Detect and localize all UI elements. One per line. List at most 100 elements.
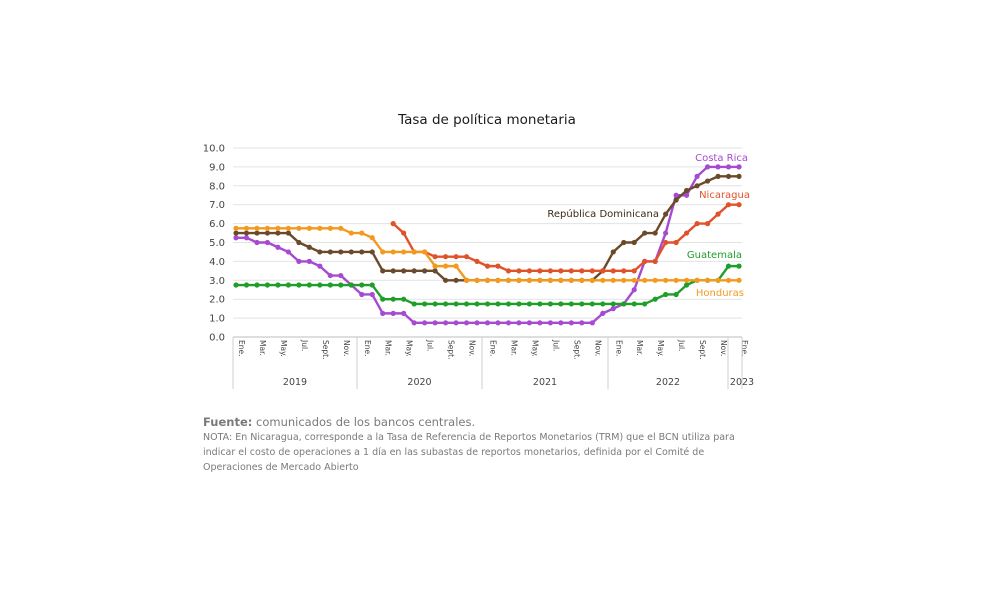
data-point — [233, 225, 239, 231]
chart-notes: Fuente: comunicados de los bancos centra… — [203, 414, 763, 475]
data-point — [589, 301, 595, 307]
data-point — [725, 202, 732, 208]
data-point — [453, 263, 459, 269]
data-point — [390, 268, 396, 274]
data-point — [474, 277, 480, 283]
data-point — [453, 320, 459, 326]
data-point — [254, 239, 260, 246]
data-point — [432, 263, 438, 269]
x-tick-label: Ene. — [363, 340, 372, 357]
data-point — [663, 239, 669, 246]
series-guatemala — [233, 263, 742, 307]
data-point — [369, 249, 375, 255]
data-point — [704, 178, 711, 184]
data-point — [264, 239, 271, 246]
data-point — [526, 320, 533, 326]
series-labels: Costa Rica República Dominicana Nicaragua G… — [547, 153, 750, 299]
data-point — [359, 249, 365, 255]
data-point — [411, 320, 417, 326]
data-point — [621, 277, 627, 283]
data-point — [642, 277, 648, 283]
data-point — [526, 301, 533, 307]
data-point — [516, 268, 522, 274]
data-point — [390, 310, 396, 316]
data-point — [600, 277, 606, 283]
data-point — [495, 320, 501, 326]
data-point — [558, 301, 564, 307]
data-point — [401, 310, 407, 316]
data-point — [233, 230, 239, 236]
x-tick-label: Sept. — [698, 340, 707, 359]
data-point — [663, 291, 669, 298]
data-point — [736, 173, 742, 179]
data-point — [390, 296, 396, 302]
x-tick-label: Jul. — [426, 339, 435, 351]
data-point — [589, 320, 595, 326]
data-point — [610, 306, 616, 312]
data-point — [484, 263, 491, 269]
data-point — [537, 301, 543, 307]
data-point — [725, 173, 732, 179]
data-point — [401, 296, 407, 302]
data-point — [359, 291, 365, 298]
data-point — [317, 249, 323, 255]
data-point — [568, 277, 574, 283]
y-tick-label: 0.0 — [209, 333, 225, 344]
data-point — [673, 239, 679, 246]
data-point — [725, 263, 732, 269]
data-point — [704, 277, 711, 283]
data-point — [600, 310, 606, 316]
data-point — [380, 268, 386, 274]
data-point — [401, 230, 407, 236]
x-tick-label: May. — [656, 340, 665, 357]
data-point — [463, 254, 470, 260]
data-point — [704, 164, 711, 170]
source-text: comunicados de los bancos centrales. — [252, 415, 476, 429]
series-honduras — [233, 225, 742, 283]
data-point — [516, 277, 522, 283]
data-point — [422, 249, 428, 255]
x-tick-label: Nov. — [468, 340, 477, 356]
data-point — [579, 277, 585, 283]
data-point — [621, 268, 627, 274]
x-tick-label: Nov. — [342, 340, 351, 356]
data-point — [453, 254, 459, 260]
year-label: 2020 — [407, 377, 431, 388]
data-point — [432, 320, 438, 326]
y-tick-label: 10.0 — [203, 144, 225, 155]
data-point — [568, 301, 574, 307]
series-nicaragua — [390, 202, 742, 274]
data-point — [694, 183, 700, 189]
data-point — [390, 221, 396, 227]
data-point — [684, 277, 690, 283]
data-point — [715, 173, 721, 179]
data-point — [348, 282, 354, 288]
data-point — [663, 211, 669, 217]
x-tick-label: Mar. — [258, 340, 267, 356]
data-point — [369, 291, 375, 298]
data-point — [254, 230, 260, 236]
data-point — [495, 277, 501, 283]
data-point — [715, 277, 721, 283]
x-tick-label: Jul. — [551, 339, 560, 351]
data-point — [432, 254, 438, 260]
data-point — [275, 230, 281, 236]
data-point — [642, 258, 648, 264]
data-point — [663, 230, 669, 236]
data-point — [694, 221, 700, 227]
data-point — [401, 268, 407, 274]
data-point — [296, 225, 302, 231]
data-point — [264, 282, 271, 288]
data-point — [275, 225, 281, 231]
data-point — [243, 235, 250, 241]
data-point — [495, 263, 501, 269]
data-point — [694, 277, 700, 283]
x-tick-label: Mar. — [635, 340, 644, 356]
data-point — [505, 301, 512, 307]
y-tick-label: 1.0 — [209, 314, 225, 325]
data-point — [432, 301, 438, 307]
data-point — [338, 249, 344, 255]
data-point — [264, 225, 271, 231]
x-tick-label: Nov. — [719, 340, 728, 356]
data-point — [296, 239, 302, 246]
